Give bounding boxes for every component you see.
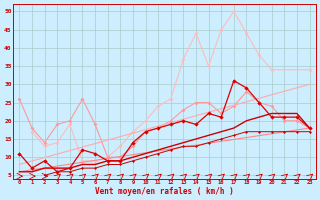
X-axis label: Vent moyen/en rafales ( km/h ): Vent moyen/en rafales ( km/h ) [95, 187, 234, 196]
